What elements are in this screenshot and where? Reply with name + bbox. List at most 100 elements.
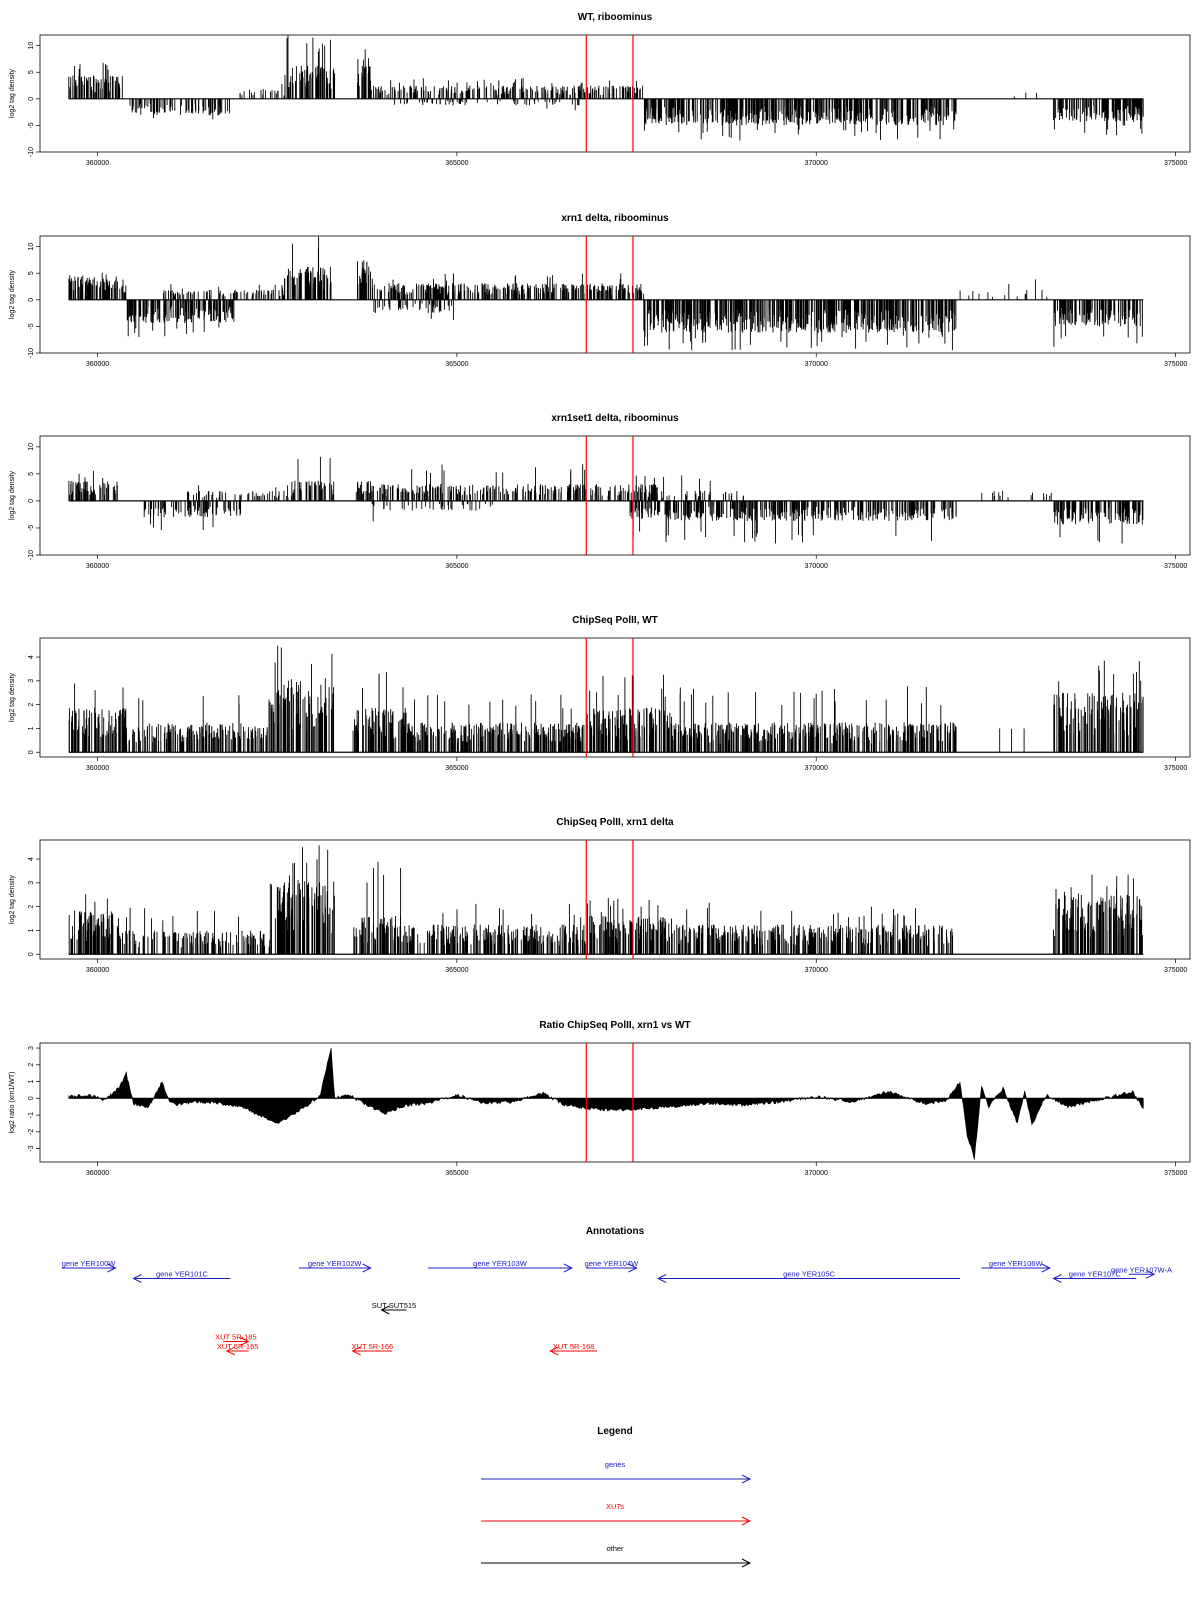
annotations-panel: Annotations gene YER100W gene YER101C gene … <box>61 1226 1172 1356</box>
x-tick-label: 360000 <box>86 361 109 368</box>
signal-bars <box>68 456 1144 544</box>
annotation-arrow: XUT 5R-168 <box>549 1342 598 1356</box>
legend-label: other <box>606 1544 624 1553</box>
annotation-label: gene YER100W <box>62 1259 117 1268</box>
y-tick-label: 2 <box>28 1063 35 1067</box>
arrow-head <box>1041 1263 1051 1273</box>
signal-bars <box>68 35 1144 141</box>
arrow-head <box>362 1263 372 1273</box>
legend-title: Legend <box>597 1426 633 1437</box>
arrow-head <box>1052 1274 1062 1283</box>
y-tick-label: 2 <box>28 905 35 909</box>
annotation-label: XUT 5R-185 <box>215 1333 257 1342</box>
x-tick-label: 360000 <box>86 160 109 167</box>
panel-6: Ratio ChipSeq PolII, xrn1 vs WT 3 2 1 0 -1 -2 -… <box>9 1020 1191 1177</box>
y-tick-label: -5 <box>28 122 35 128</box>
y-tick-label: 0 <box>28 750 35 754</box>
panel-5: ChipSeq PolII, xrn1 delta 0 1 2 3 4 log2 tag d… <box>9 817 1191 974</box>
arrow-head <box>225 1346 236 1356</box>
legend-entry: genes <box>481 1460 752 1484</box>
y-tick-label: 5 <box>28 271 35 275</box>
x-tick-label: 360000 <box>86 967 109 974</box>
plot-frame <box>39 1042 1191 1163</box>
annotation-arrow: gene YER106W <box>981 1259 1051 1273</box>
annotations-title: Annotations <box>586 1226 645 1237</box>
annotation-label: gene YER105C <box>783 1270 836 1279</box>
x-tick-label: 365000 <box>445 967 468 974</box>
annotation-arrow: gene YER102W <box>298 1259 372 1273</box>
y-tick-label: 2 <box>28 703 35 707</box>
y-tick-label: -5 <box>28 323 35 329</box>
annotation-label: gene YER101C <box>156 1270 209 1279</box>
annotation-label: gene YER107C <box>1069 1270 1122 1279</box>
legend-label: XUTs <box>606 1502 624 1511</box>
annotation-arrow: gene YER107W-A <box>1111 1265 1172 1279</box>
y-tick-label: -10 <box>28 550 35 560</box>
y-tick-label: -5 <box>28 525 35 531</box>
annotation-arrow: SUT SUT515 <box>372 1301 416 1315</box>
y-tick-label: 3 <box>28 679 35 683</box>
x-tick-label: 360000 <box>86 1170 109 1177</box>
signal-bars <box>68 845 1143 955</box>
y-tick-label: 5 <box>28 70 35 74</box>
arrow-head <box>657 1274 667 1283</box>
annotation-arrow: gene YER100W <box>61 1259 117 1273</box>
annotation-label: gene YER103W <box>473 1259 528 1268</box>
arrow-head <box>628 1263 638 1273</box>
x-tick-label: 375000 <box>1164 1170 1187 1177</box>
arrow-head <box>240 1337 250 1346</box>
ratio-area <box>68 1047 1144 1160</box>
panel-4: ChipSeq PolII, WT 0 1 2 3 4 log2 tag density 36… <box>9 615 1191 772</box>
plot-frame <box>39 637 1191 758</box>
x-tick-label: 375000 <box>1164 765 1187 772</box>
y-tick-label: 0 <box>28 499 35 503</box>
y-tick-label: -10 <box>28 147 35 157</box>
x-tick-label: 370000 <box>805 563 828 570</box>
x-tick-label: 375000 <box>1164 160 1187 167</box>
y-tick-label: 4 <box>28 857 35 861</box>
y-tick-label: -10 <box>28 348 35 358</box>
x-tick-label: 365000 <box>445 563 468 570</box>
arrow-head <box>1145 1269 1156 1279</box>
y-axis-label: log2 tag density <box>9 874 16 924</box>
arrow-head <box>380 1305 390 1315</box>
x-tick-label: 360000 <box>86 765 109 772</box>
x-tick-label: 370000 <box>805 765 828 772</box>
annotation-arrow: XUT 5R-165 <box>217 1342 258 1356</box>
plot-frame <box>39 435 1191 556</box>
y-tick-label: 3 <box>28 881 35 885</box>
x-tick-label: 370000 <box>805 160 828 167</box>
y-tick-label: 0 <box>28 298 35 302</box>
y-tick-label: -2 <box>28 1129 35 1135</box>
arrow-head <box>741 1474 752 1484</box>
x-tick-label: 370000 <box>805 1170 828 1177</box>
annotation-label: gene YER104W <box>585 1259 640 1268</box>
annotation-arrow: gene YER107C <box>1052 1270 1137 1283</box>
annotation-arrow: XUT 5R-185 <box>215 1333 257 1346</box>
y-tick-label: 0 <box>28 97 35 101</box>
signal-bars <box>68 236 1143 351</box>
y-axis-label: log2 tag density <box>9 269 16 319</box>
x-tick-label: 370000 <box>805 967 828 974</box>
y-axis-label: log2 tag density <box>9 68 16 118</box>
y-tick-label: -3 <box>28 1145 35 1151</box>
signal-bars <box>68 645 1144 753</box>
arrow-head <box>741 1558 752 1568</box>
panel-title: WT, riboominus <box>578 12 653 23</box>
panel-2: xrn1 delta, riboominus 10 5 0 -5 -10 log2 tag … <box>9 213 1191 368</box>
x-tick-label: 365000 <box>445 1170 468 1177</box>
annotation-label: SUT SUT515 <box>372 1301 416 1310</box>
x-tick-label: 365000 <box>445 765 468 772</box>
arrow-head <box>549 1346 559 1356</box>
panel-title: xrn1 delta, riboominus <box>561 213 669 224</box>
x-tick-label: 360000 <box>86 563 109 570</box>
y-tick-label: 1 <box>28 928 35 932</box>
panel-3: xrn1set1 delta, riboominus 10 5 0 -5 -10 log2 … <box>9 413 1191 570</box>
annotation-arrow: gene YER101C <box>132 1270 231 1283</box>
y-tick-label: 5 <box>28 472 35 476</box>
y-tick-label: -1 <box>28 1112 35 1118</box>
legend-panel: Legend genes XUTs other <box>481 1426 752 1568</box>
panel-title: xrn1set1 delta, riboominus <box>551 413 679 424</box>
x-tick-label: 370000 <box>805 361 828 368</box>
legend-entry: XUTs <box>481 1502 752 1526</box>
